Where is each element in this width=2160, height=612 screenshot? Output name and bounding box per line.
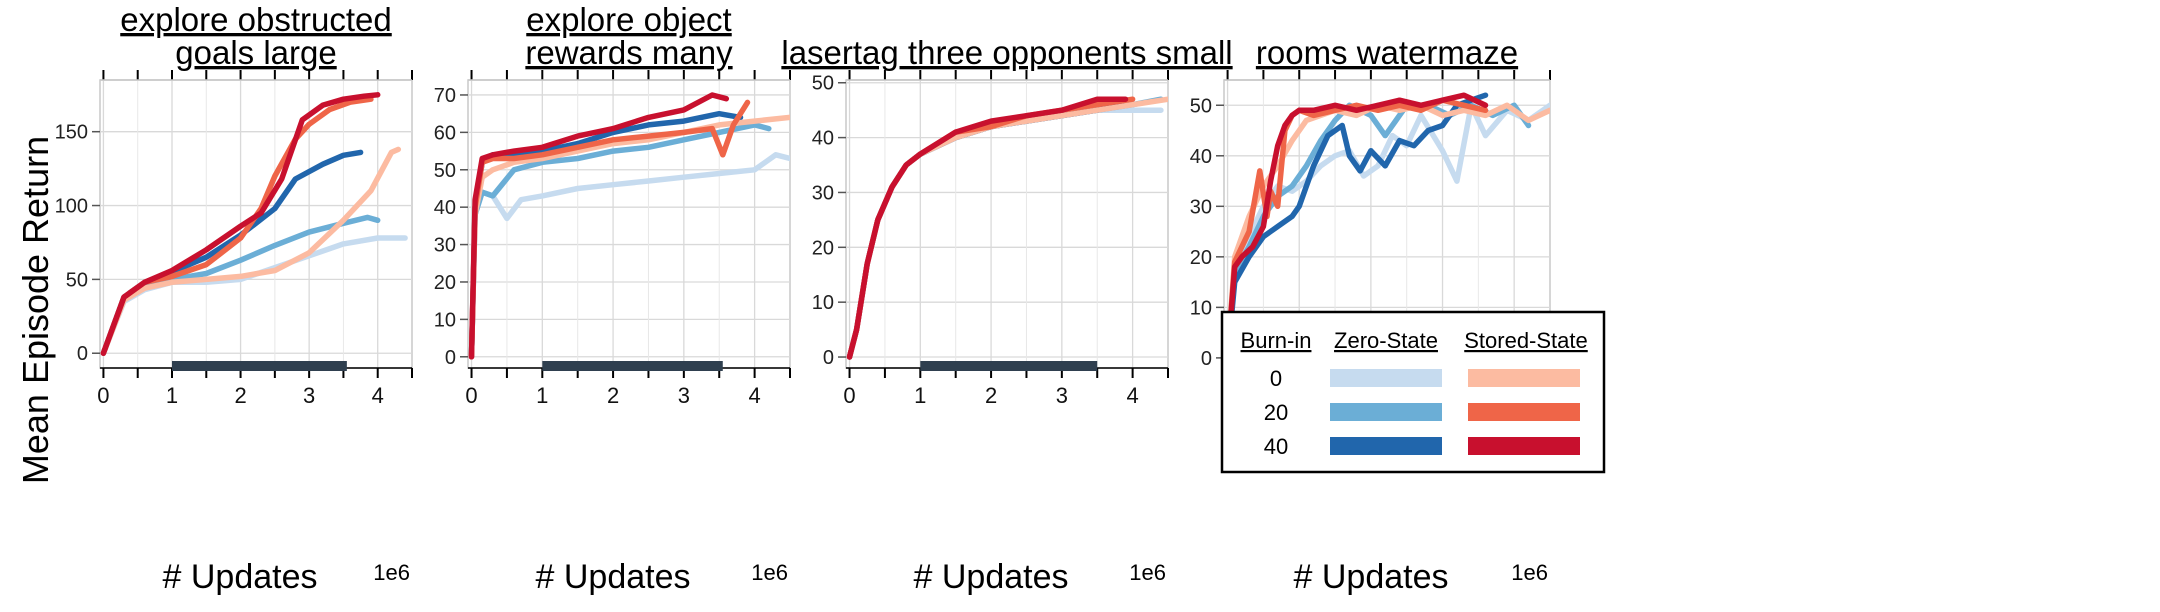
legend-swatch-zero bbox=[1330, 437, 1442, 455]
series-line-s20 bbox=[468, 99, 751, 360]
y-tick-label: 20 bbox=[812, 237, 834, 259]
y-tick-label: 20 bbox=[1190, 247, 1212, 269]
y-tick-label: 50 bbox=[812, 73, 834, 95]
y-tick-label: 10 bbox=[1190, 297, 1212, 319]
x-scale-label: 1e6 bbox=[1511, 560, 1548, 585]
y-tick-label: 30 bbox=[1190, 196, 1212, 218]
legend-swatch-stored bbox=[1468, 437, 1580, 455]
legend-header: Stored-State bbox=[1464, 328, 1588, 353]
y-tick-label: 0 bbox=[823, 347, 834, 369]
legend-swatch-stored bbox=[1468, 403, 1580, 421]
y-tick-label: 50 bbox=[1190, 95, 1212, 117]
series-line-s40 bbox=[100, 92, 381, 356]
x-scale-label: 1e6 bbox=[1129, 560, 1166, 585]
x-tick-label: 2 bbox=[234, 383, 246, 408]
series-line-s40 bbox=[468, 92, 730, 360]
series-line-z40 bbox=[1224, 92, 1489, 361]
chart-title-line: goals large bbox=[175, 34, 336, 71]
x-axis-label: # Updates bbox=[163, 558, 318, 596]
y-tick-label: 50 bbox=[66, 269, 88, 291]
y-tick-label: 0 bbox=[77, 343, 88, 365]
chart-title-line: rewards many bbox=[525, 34, 733, 71]
chart-title-line: explore obstructed bbox=[120, 1, 392, 38]
series-line-z40 bbox=[846, 101, 1125, 360]
series-line-z0 bbox=[846, 107, 1164, 360]
highlight-bar bbox=[172, 361, 347, 371]
y-tick-label: 60 bbox=[434, 122, 456, 144]
y-tick-label: 0 bbox=[1201, 348, 1212, 370]
chart-title-line: rooms watermaze bbox=[1256, 34, 1518, 71]
y-tick-label: 10 bbox=[434, 309, 456, 331]
y-tick-label: 150 bbox=[55, 122, 88, 144]
legend-header: Burn-in bbox=[1241, 328, 1312, 353]
x-tick-label: 0 bbox=[97, 383, 109, 408]
y-tick-label: 40 bbox=[812, 128, 834, 150]
series-line-s0 bbox=[100, 146, 402, 356]
legend: Burn-in Zero-State Stored-State 0 20 40 bbox=[1220, 310, 1606, 474]
x-tick-label: 1 bbox=[914, 383, 926, 408]
legend-header: Zero-State bbox=[1334, 328, 1438, 353]
series-line-s40 bbox=[846, 96, 1129, 360]
x-tick-label: 3 bbox=[678, 383, 690, 408]
series-line-z20 bbox=[468, 122, 772, 360]
chart-panel-2: lasertag three opponents small0102030405… bbox=[781, 34, 1232, 596]
y-tick-label: 70 bbox=[434, 85, 456, 107]
x-tick-label: 3 bbox=[1056, 383, 1068, 408]
y-tick-label: 20 bbox=[434, 272, 456, 294]
x-axis-label: # Updates bbox=[914, 558, 1069, 596]
legend-burnin-label: 0 bbox=[1270, 366, 1282, 391]
x-axis-label: # Updates bbox=[1294, 558, 1449, 596]
x-tick-label: 4 bbox=[372, 383, 384, 408]
x-axis-label: # Updates bbox=[536, 558, 691, 596]
y-tick-label: 30 bbox=[434, 235, 456, 257]
legend-burnin-label: 40 bbox=[1264, 434, 1288, 459]
series-line-s40 bbox=[1224, 92, 1489, 361]
x-tick-label: 1 bbox=[536, 383, 548, 408]
y-tick-label: 30 bbox=[812, 182, 834, 204]
x-tick-label: 3 bbox=[303, 383, 315, 408]
y-tick-label: 40 bbox=[1190, 146, 1212, 168]
legend-swatch-stored bbox=[1468, 369, 1580, 387]
highlight-bar bbox=[920, 361, 1098, 371]
x-tick-label: 4 bbox=[1126, 383, 1138, 408]
chart-title-line: lasertag three opponents small bbox=[781, 34, 1232, 71]
y-tick-label: 40 bbox=[434, 197, 456, 219]
x-tick-label: 0 bbox=[843, 383, 855, 408]
highlight-bar bbox=[542, 361, 723, 371]
y-axis-label: Mean Episode Return bbox=[15, 136, 56, 484]
y-tick-label: 10 bbox=[812, 292, 834, 314]
x-tick-label: 2 bbox=[985, 383, 997, 408]
y-tick-label: 100 bbox=[55, 196, 88, 218]
chart-title-line: explore object bbox=[526, 1, 731, 38]
x-tick-label: 1 bbox=[166, 383, 178, 408]
y-tick-label: 50 bbox=[434, 160, 456, 182]
x-tick-label: 2 bbox=[607, 383, 619, 408]
series-line-z0 bbox=[468, 152, 790, 360]
x-scale-label: 1e6 bbox=[751, 560, 788, 585]
legend-swatch-zero bbox=[1330, 369, 1442, 387]
x-tick-label: 0 bbox=[465, 383, 477, 408]
y-tick-label: 0 bbox=[445, 347, 456, 369]
x-tick-label: 4 bbox=[748, 383, 760, 408]
x-scale-label: 1e6 bbox=[373, 560, 410, 585]
legend-burnin-label: 20 bbox=[1264, 400, 1288, 425]
legend-swatch-zero bbox=[1330, 403, 1442, 421]
